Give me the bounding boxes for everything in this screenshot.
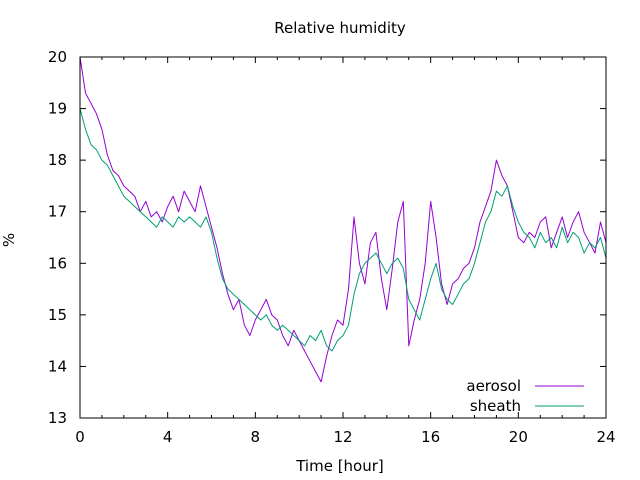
- y-tick-label: 18: [48, 151, 67, 169]
- legend-label-sheath: sheath: [470, 397, 521, 415]
- x-tick-label: 4: [163, 428, 173, 446]
- y-tick-label: 16: [48, 254, 67, 272]
- y-tick-label: 13: [48, 409, 67, 427]
- y-tick-label: 20: [48, 48, 67, 66]
- x-tick-label: 16: [421, 428, 440, 446]
- series-lines: [79, 56, 607, 383]
- x-tick-label: 0: [75, 428, 85, 446]
- series-line-aerosol: [79, 56, 607, 383]
- x-tick-label: 20: [509, 428, 528, 446]
- plot-frame: [79, 56, 607, 419]
- legend-label-aerosol: aerosol: [466, 377, 521, 395]
- y-tick-label: 17: [48, 203, 67, 221]
- x-tick-label: 24: [596, 428, 615, 446]
- x-tick-label: 12: [333, 428, 352, 446]
- y-tick-label: 15: [48, 306, 67, 324]
- y-tick-label: 19: [48, 100, 67, 118]
- series-line-sheath: [79, 108, 607, 352]
- x-tick-label: 8: [251, 428, 261, 446]
- y-axis-label: %: [0, 233, 18, 247]
- x-axis-label: Time [hour]: [295, 457, 384, 475]
- chart-title: Relative humidity: [274, 19, 406, 37]
- legend: aerosol sheath: [466, 377, 584, 415]
- axis-ticks: 13 14 15 16 17 18 19 20 0 4 8 12 16 20 24: [48, 48, 616, 446]
- y-tick-label: 14: [48, 357, 67, 375]
